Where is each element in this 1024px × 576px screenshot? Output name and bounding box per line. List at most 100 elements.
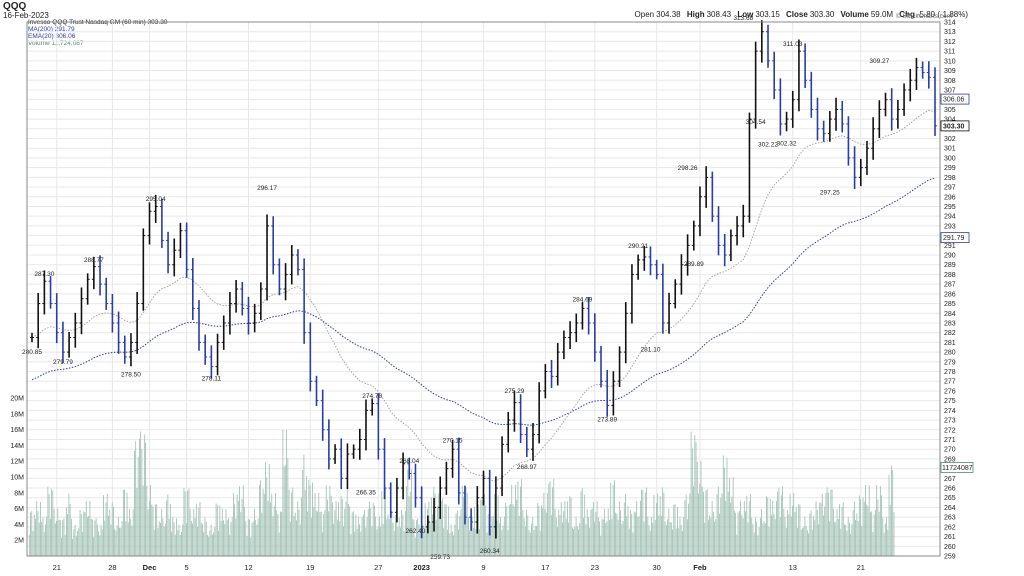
price-bar [456, 437, 461, 505]
volume-bar [867, 506, 869, 556]
price-bar [512, 390, 517, 432]
price-bar [407, 457, 412, 480]
volume-bar [95, 518, 97, 556]
volume-bar [735, 512, 737, 556]
volume-bar [615, 512, 617, 556]
price-tick-label: 313 [944, 29, 956, 36]
volume-bar [480, 499, 482, 556]
volume-bar [479, 528, 480, 556]
volume-bar [335, 501, 337, 556]
volume-bar [66, 507, 67, 556]
volume-bar [832, 508, 834, 556]
price-bar [246, 296, 251, 335]
volume-bar [110, 524, 112, 556]
volume-bar [223, 520, 224, 556]
volume-bar [820, 502, 822, 556]
volume-bar [195, 503, 197, 556]
price-tick-label: 282 [944, 330, 956, 337]
volume-bar [637, 516, 639, 556]
price-annotation: 289.89 [684, 261, 704, 268]
price-bar [555, 343, 560, 386]
volume-bar [89, 500, 91, 556]
volume-bar [784, 516, 786, 556]
volume-bar [736, 534, 738, 556]
price-bar [166, 231, 171, 274]
volume-bar [708, 519, 709, 556]
volume-bar [641, 489, 643, 556]
plot-frame [26, 21, 941, 557]
volume-bar [53, 508, 55, 556]
volume-bar [214, 526, 216, 556]
price-bar [481, 470, 486, 506]
volume-bar [194, 517, 196, 556]
volume-bar [594, 521, 596, 556]
volume-bar [62, 520, 64, 556]
volume-bar [158, 521, 160, 556]
volume-bar [621, 523, 623, 556]
volume-bar [385, 488, 386, 556]
volume-bar [176, 518, 177, 556]
price-bar [30, 332, 34, 343]
volume-bar [160, 522, 161, 556]
volume-bar [506, 506, 508, 556]
volume-bar [187, 490, 189, 556]
volume-bar [240, 512, 242, 556]
volume-bar [234, 504, 236, 556]
volume-bar [291, 492, 292, 556]
volume-bar [388, 518, 390, 556]
price-bar [506, 411, 511, 453]
price-bar [376, 393, 381, 460]
volume-bar [261, 512, 263, 556]
volume-bar [856, 513, 858, 556]
price-annotation: 266.35 [356, 490, 376, 497]
volume-bar [84, 512, 86, 556]
volume-bar [626, 516, 628, 556]
price-bar [821, 120, 826, 142]
volume-bar [308, 479, 310, 556]
volume-bar [256, 524, 258, 556]
volume-bar [604, 508, 605, 556]
volume-bar [515, 485, 516, 556]
price-annotation: 273.89 [597, 416, 617, 423]
volume-bar [602, 519, 604, 556]
legend-volume: Volume 11,724,087 [28, 40, 84, 47]
volume-bar [614, 480, 615, 556]
price-tick-label: 298 [944, 175, 956, 182]
volume-bar [830, 489, 832, 556]
volume-bar [277, 514, 279, 556]
price-tick-label: 279 [944, 359, 956, 366]
price-bar [642, 245, 647, 271]
volume-bar [437, 506, 438, 556]
volume-bar [359, 524, 360, 556]
volume-bar [61, 537, 62, 556]
volume-bar [445, 504, 447, 556]
price-tick-label: 290 [944, 253, 956, 260]
volume-bar [638, 516, 640, 556]
price-annotation: 278.50 [121, 372, 141, 379]
volume-bar [592, 501, 594, 556]
volume-bar [654, 520, 656, 556]
price-bar [320, 389, 325, 441]
volume-bar [553, 478, 555, 556]
volume-tick-label: 20M [10, 396, 24, 403]
volume-bar [166, 500, 168, 556]
volume-bar [694, 434, 696, 556]
volume-bar [519, 486, 521, 556]
volume-bar [682, 531, 683, 556]
volume-bar [287, 458, 289, 556]
volume-bar [141, 449, 143, 556]
volume-bar [632, 532, 634, 556]
volume-bar [656, 503, 657, 556]
price-bar [623, 302, 628, 364]
volume-bar [766, 496, 767, 556]
price-annotation: 268.97 [517, 464, 537, 471]
volume-bar [579, 523, 581, 556]
volume-bar [589, 527, 591, 556]
volume-bar [844, 524, 845, 556]
volume-bar [230, 522, 232, 556]
volume-bar [68, 493, 70, 556]
volume-bar [669, 521, 671, 556]
price-bar [394, 477, 399, 523]
volume-bar [465, 487, 467, 556]
volume-bar [738, 511, 740, 556]
